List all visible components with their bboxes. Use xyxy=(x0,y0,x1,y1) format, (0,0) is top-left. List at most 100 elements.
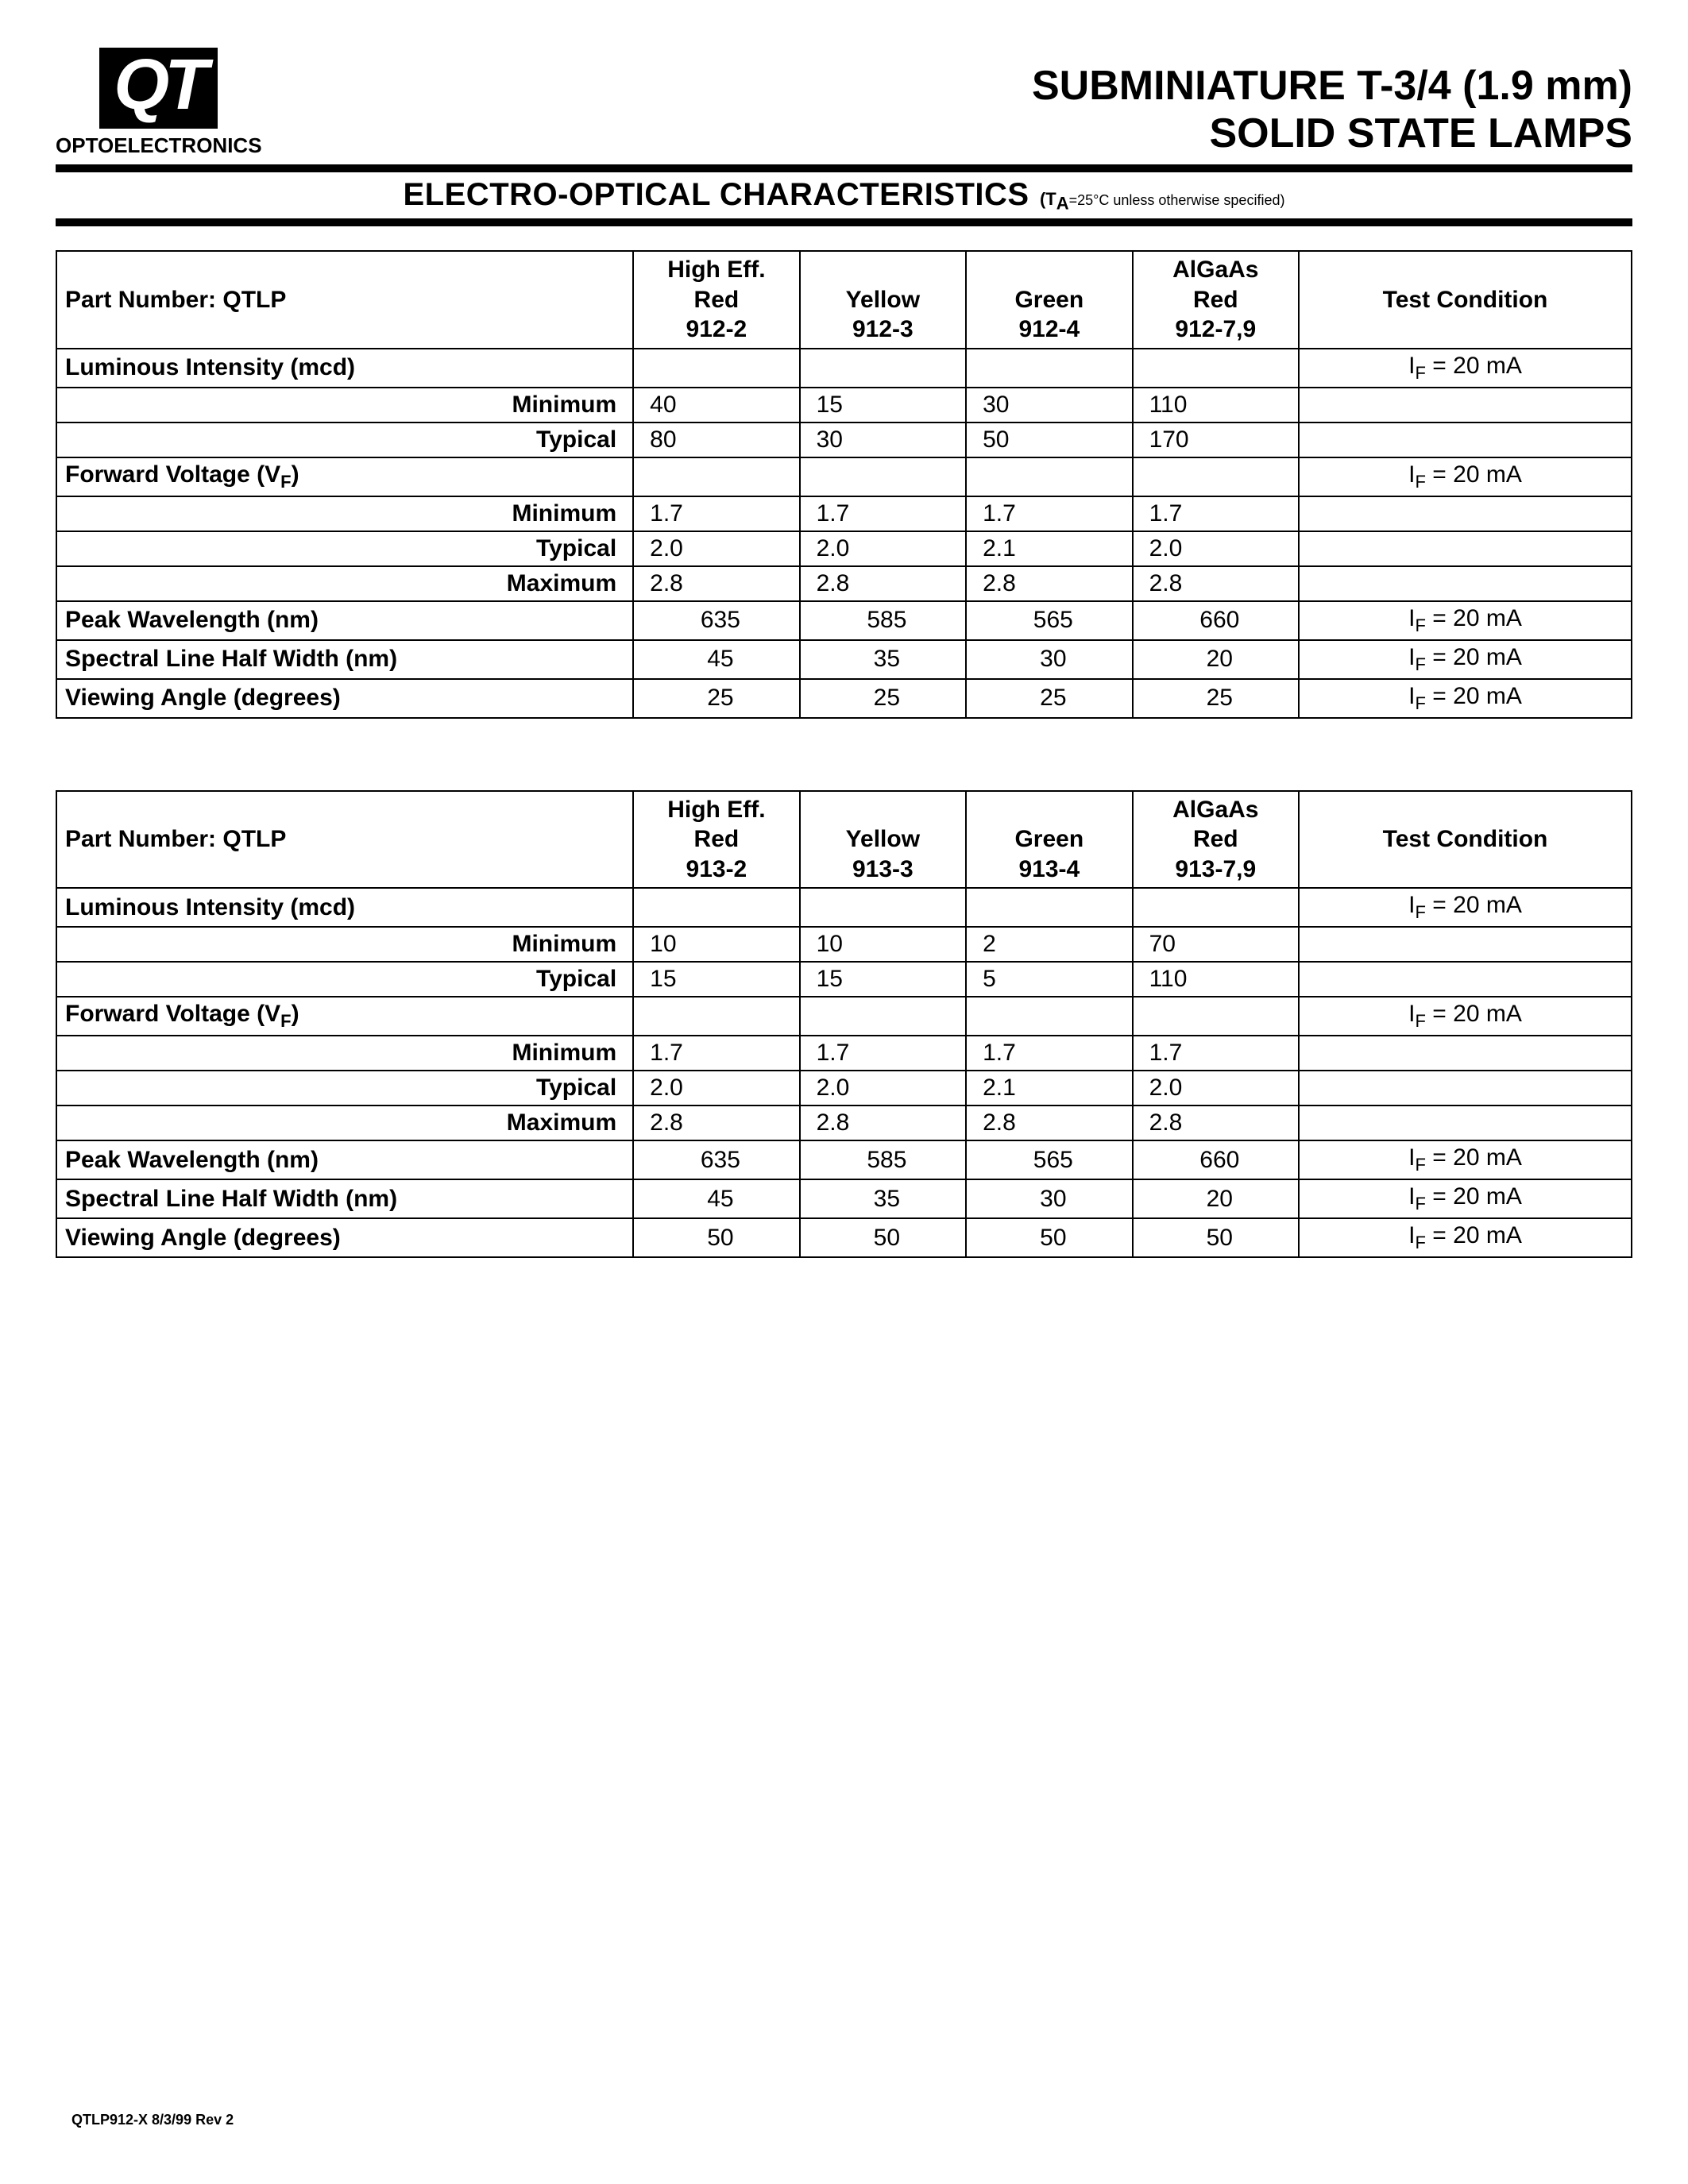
note-sub: A xyxy=(1056,193,1069,213)
cell-test-condition: IF = 20 mA xyxy=(1299,1218,1632,1257)
table-row: Maximum2.82.82.82.8 xyxy=(56,566,1632,601)
cell-value: 1.7 xyxy=(1133,1036,1299,1071)
header-column: Green912-4 xyxy=(966,251,1132,349)
cell-test-condition: IF = 20 mA xyxy=(1299,888,1632,927)
cell-test-condition xyxy=(1299,423,1632,457)
row-label: Typical xyxy=(56,531,633,566)
cell-test-condition: IF = 20 mA xyxy=(1299,997,1632,1036)
cell-value: 1.7 xyxy=(800,496,966,531)
cell-test-condition xyxy=(1299,531,1632,566)
table-row: Typical2.02.02.12.0 xyxy=(56,531,1632,566)
table-row: Spectral Line Half Width (nm)45353020IF … xyxy=(56,640,1632,679)
cell-value: 25 xyxy=(800,679,966,718)
cell-value: 1.7 xyxy=(633,1036,799,1071)
cell-value: 50 xyxy=(1133,1218,1299,1257)
cell-value: 2.8 xyxy=(1133,1106,1299,1140)
cell-test-condition: IF = 20 mA xyxy=(1299,679,1632,718)
table-row: Luminous Intensity (mcd) IF = 20 mA xyxy=(56,888,1632,927)
row-label: Maximum xyxy=(56,1106,633,1140)
cell-value: 25 xyxy=(1133,679,1299,718)
row-label: Minimum xyxy=(56,1036,633,1071)
cell-value: 30 xyxy=(966,1179,1132,1218)
footer-text: QTLP912-X 8/3/99 Rev 2 xyxy=(71,2112,234,2128)
cell-value: 2.0 xyxy=(800,531,966,566)
cell-value: 1.7 xyxy=(966,1036,1132,1071)
cell-value: 45 xyxy=(633,640,799,679)
header-column: High Eff.Red913-2 xyxy=(633,791,799,889)
cell-test-condition xyxy=(1299,927,1632,962)
cell-value xyxy=(633,349,799,388)
table-row: Peak Wavelength (nm)635585565660IF = 20 … xyxy=(56,601,1632,640)
header-column: AlGaAsRed912-7,9 xyxy=(1133,251,1299,349)
characteristics-table: Part Number: QTLP High Eff.Red912-2 Yell… xyxy=(56,250,1632,719)
characteristics-table: Part Number: QTLP High Eff.Red913-2 Yell… xyxy=(56,790,1632,1259)
cell-value: 2.8 xyxy=(800,566,966,601)
cell-value: 565 xyxy=(966,1140,1132,1179)
cell-value xyxy=(633,888,799,927)
cell-value xyxy=(800,888,966,927)
table-row: Peak Wavelength (nm)635585565660IF = 20 … xyxy=(56,1140,1632,1179)
cell-test-condition xyxy=(1299,962,1632,997)
row-label: Luminous Intensity (mcd) xyxy=(56,888,633,927)
table-row: Viewing Angle (degrees)50505050IF = 20 m… xyxy=(56,1218,1632,1257)
cell-value: 50 xyxy=(966,1218,1132,1257)
cell-value: 2.8 xyxy=(966,1106,1132,1140)
cell-value: 30 xyxy=(966,388,1132,423)
tables-container: Part Number: QTLP High Eff.Red912-2 Yell… xyxy=(56,250,1632,1258)
cell-value: 635 xyxy=(633,601,799,640)
row-label: Typical xyxy=(56,423,633,457)
cell-value: 2.8 xyxy=(800,1106,966,1140)
table-row: Minimum401530110 xyxy=(56,388,1632,423)
cell-value: 585 xyxy=(800,1140,966,1179)
cell-value: 15 xyxy=(800,388,966,423)
cell-test-condition: IF = 20 mA xyxy=(1299,349,1632,388)
cell-value: 25 xyxy=(966,679,1132,718)
cell-test-condition: IF = 20 mA xyxy=(1299,640,1632,679)
table-row: Minimum1.71.71.71.7 xyxy=(56,496,1632,531)
note-prefix: (T xyxy=(1040,189,1056,209)
cell-value xyxy=(800,997,966,1036)
cell-test-condition xyxy=(1299,566,1632,601)
cell-value: 45 xyxy=(633,1179,799,1218)
cell-value: 50 xyxy=(633,1218,799,1257)
cell-value: 20 xyxy=(1133,640,1299,679)
cell-value: 110 xyxy=(1133,962,1299,997)
cell-value xyxy=(800,457,966,496)
row-label: Peak Wavelength (nm) xyxy=(56,1140,633,1179)
table-row: Typical2.02.02.12.0 xyxy=(56,1071,1632,1106)
cell-value: 80 xyxy=(633,423,799,457)
cell-value xyxy=(966,457,1132,496)
table-row: Minimum1.71.71.71.7 xyxy=(56,1036,1632,1071)
table-row: Forward Voltage (VF)IF = 20 mA xyxy=(56,997,1632,1036)
header-part-number: Part Number: QTLP xyxy=(56,251,633,349)
cell-test-condition xyxy=(1299,388,1632,423)
header-column: Yellow913-3 xyxy=(800,791,966,889)
section-title: ELECTRO-OPTICAL CHARACTERISTICS xyxy=(404,177,1029,212)
header-column: High Eff.Red912-2 xyxy=(633,251,799,349)
title-line-1: SUBMINIATURE T-3/4 (1.9 mm) xyxy=(1032,63,1632,110)
cell-value: 2.0 xyxy=(633,531,799,566)
cell-value: 1.7 xyxy=(966,496,1132,531)
page-title: SUBMINIATURE T-3/4 (1.9 mm) SOLID STATE … xyxy=(1032,63,1632,158)
divider xyxy=(56,164,1632,172)
row-label: Spectral Line Half Width (nm) xyxy=(56,640,633,679)
cell-value: 40 xyxy=(633,388,799,423)
cell-value: 30 xyxy=(966,640,1132,679)
cell-test-condition xyxy=(1299,496,1632,531)
cell-value: 15 xyxy=(800,962,966,997)
row-label: Spectral Line Half Width (nm) xyxy=(56,1179,633,1218)
header-part-number: Part Number: QTLP xyxy=(56,791,633,889)
cell-value: 2.8 xyxy=(633,566,799,601)
row-label: Minimum xyxy=(56,388,633,423)
cell-value: 35 xyxy=(800,1179,966,1218)
header: QT OPTOELECTRONICS SUBMINIATURE T-3/4 (1… xyxy=(56,48,1632,158)
cell-value: 2.0 xyxy=(800,1071,966,1106)
row-label: Minimum xyxy=(56,496,633,531)
cell-value: 2.0 xyxy=(633,1071,799,1106)
cell-value xyxy=(633,997,799,1036)
header-column: Green913-4 xyxy=(966,791,1132,889)
cell-value: 25 xyxy=(633,679,799,718)
note-rest: =25°C unless otherwise specified) xyxy=(1069,192,1285,208)
cell-test-condition xyxy=(1299,1036,1632,1071)
cell-value: 110 xyxy=(1133,388,1299,423)
